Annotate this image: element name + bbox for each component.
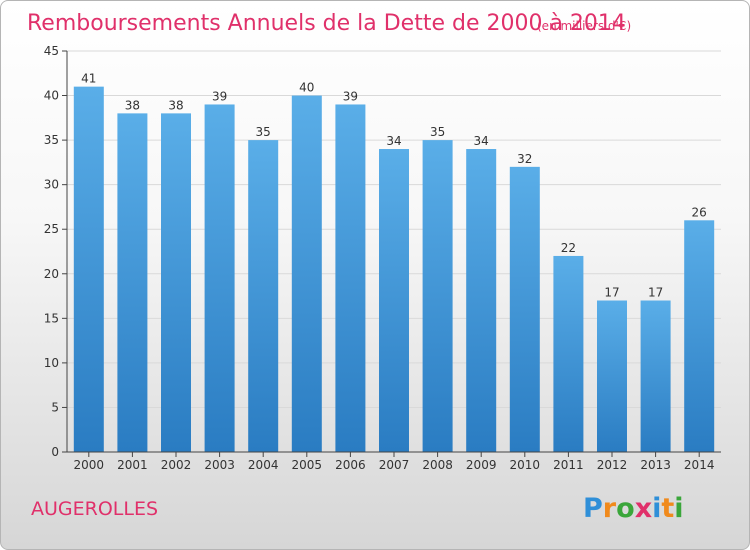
bar (684, 220, 715, 452)
chart-subtitle: (en milliers d'€) (537, 19, 631, 33)
x-tick-label: 2000 (74, 458, 105, 472)
data-label: 32 (517, 152, 532, 166)
data-label: 35 (430, 125, 445, 139)
logo-letter: r (603, 493, 617, 524)
y-tick-label: 40 (44, 89, 59, 103)
bar (248, 140, 279, 452)
logo-letter: x (635, 493, 652, 524)
y-tick-label: 0 (51, 445, 59, 459)
data-label: 22 (561, 241, 576, 255)
bar (161, 113, 191, 452)
bar (597, 300, 627, 452)
data-label: 17 (648, 286, 663, 300)
bar (73, 86, 104, 453)
data-label: 34 (386, 134, 401, 148)
y-tick-label: 30 (44, 178, 59, 192)
x-tick-label: 2004 (248, 458, 279, 472)
bar (509, 166, 540, 452)
bar (335, 104, 366, 452)
logo-letter: i (674, 493, 683, 524)
x-tick-label: 2009 (466, 458, 497, 472)
x-tick-label: 2007 (379, 458, 410, 472)
logo-letter: t (661, 493, 674, 524)
y-tick-label: 10 (44, 356, 59, 370)
y-tick-label: 45 (44, 44, 59, 58)
data-label: 41 (81, 72, 96, 86)
x-tick-label: 2002 (161, 458, 192, 472)
x-tick-label: 2011 (553, 458, 584, 472)
x-tick-label: 2005 (292, 458, 323, 472)
x-tick-label: 2012 (597, 458, 628, 472)
data-label: 38 (125, 98, 140, 112)
commune-name: AUGEROLLES (31, 498, 158, 520)
y-tick-label: 15 (44, 311, 59, 325)
logo-letter: o (616, 493, 635, 524)
data-label: 17 (604, 286, 619, 300)
bar (553, 255, 584, 452)
bar (291, 95, 322, 453)
data-label: 39 (343, 89, 358, 103)
x-tick-label: 2003 (204, 458, 235, 472)
logo-letter: P (583, 493, 603, 524)
x-tick-label: 2008 (422, 458, 453, 472)
data-label: 40 (299, 81, 314, 95)
chart-title: Remboursements Annuels de la Dette de 20… (27, 11, 626, 36)
y-tick-label: 35 (44, 133, 59, 147)
data-label: 35 (256, 125, 271, 139)
data-label: 26 (692, 205, 707, 219)
bar (466, 149, 497, 452)
y-tick-label: 20 (44, 267, 59, 281)
bar (422, 140, 453, 452)
bar (117, 113, 148, 452)
data-label: 39 (212, 89, 227, 103)
data-label: 34 (474, 134, 489, 148)
logo-letter: i (652, 493, 661, 524)
bar (204, 104, 235, 452)
x-tick-label: 2001 (117, 458, 148, 472)
y-tick-label: 5 (51, 400, 59, 414)
bar (640, 300, 671, 452)
y-tick-label: 25 (44, 222, 59, 236)
x-tick-label: 2010 (510, 458, 541, 472)
x-tick-label: 2013 (640, 458, 671, 472)
x-tick-label: 2006 (335, 458, 366, 472)
data-label: 38 (168, 98, 183, 112)
bar (379, 149, 409, 452)
proxiti-logo: Proxiti (583, 493, 684, 524)
x-tick-label: 2014 (684, 458, 715, 472)
